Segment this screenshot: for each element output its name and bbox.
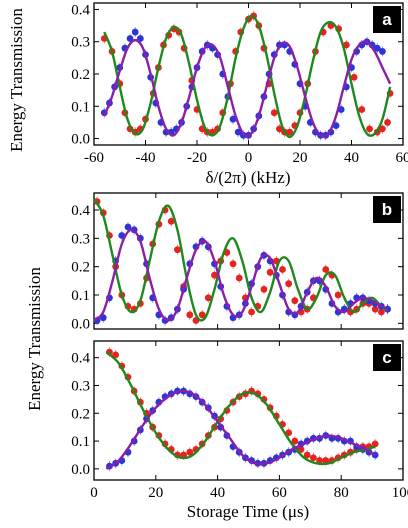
data-point [303,451,311,459]
fit-curve [105,389,376,470]
data-point [270,109,278,117]
data-point [248,308,255,316]
y-tick-label: 0.1 [71,434,90,450]
y-tick-label: 0.4 [71,2,90,18]
y-tick-label: 0.3 [71,231,90,247]
data-point [377,308,385,316]
data-point [186,311,194,319]
x-tick-label: 60 [272,485,287,501]
data-point [334,291,342,299]
x-axis-label-a: δ/(2π) (kHz) [205,168,290,187]
x-axis-label-c: Storage Time (μs) [187,502,309,521]
data-point [316,457,323,464]
x-tick-label: 0 [90,485,98,501]
data-point [198,311,206,319]
data-point [126,35,134,42]
data-point [350,73,358,81]
y-tick-label: 0.0 [71,132,90,148]
x-tick-label: 20 [293,150,308,166]
y-tick-label: 0.1 [71,288,90,304]
data-point [291,437,299,445]
plot-frame [93,2,404,146]
y-tick-label: 0.3 [71,378,90,394]
data-point [266,268,274,276]
x-tick-label: 40 [210,485,225,501]
data-point [309,454,317,462]
data-point [204,294,212,302]
x-tick-label: 0 [245,150,253,166]
data-point [229,260,237,268]
data-point [322,457,330,464]
data-point [379,48,386,55]
panel-label: a [382,10,392,29]
data-point [322,266,330,273]
data-point [379,125,386,133]
x-tick-label: 20 [148,485,163,501]
data-point [285,280,293,288]
plot-frame [93,192,404,330]
data-point [124,223,132,231]
data-point [342,41,350,49]
y-axis-label-a: Energy Transmission [7,8,26,152]
y-tick-label: 0.2 [71,406,90,422]
data-point [384,119,391,126]
fit-curve [105,351,376,466]
y-axis-label-bc: Energy Transmission [25,267,44,411]
y-tick-label: 0.0 [71,462,90,478]
data-point [186,448,194,456]
y-tick-label: 0.2 [71,260,90,276]
y-tick-label: 0.1 [71,99,90,115]
x-tick-label: 60 [396,150,408,166]
data-point [131,28,139,36]
data-point [260,285,268,293]
data-point [276,125,283,133]
panel-label: c [382,348,391,367]
x-tick-label: 40 [344,150,359,166]
x-tick-label: -40 [136,150,156,166]
panel-a: -60 -40 -20 0 20 40 60 0.0 0.1 0.2 0.3 0.4 a [71,2,408,166]
data-point [174,246,181,254]
y-tick-label: 0.2 [71,67,90,83]
data-point [211,271,218,279]
panel-label: b [382,200,392,219]
data-point [291,297,299,305]
data-point [234,128,242,136]
panel-label-box [373,6,401,33]
data-point [279,266,286,273]
data-point [358,106,366,113]
x-tick-label: -60 [84,150,104,166]
panel-b: 0.0 0.1 0.2 0.3 0.4 b [71,192,404,332]
data-point [235,274,243,282]
data-point [371,440,379,448]
data-point [229,115,237,123]
x-tick-label: -20 [187,150,207,166]
data-point [180,451,188,459]
data-point [373,44,381,52]
x-tick-label: 80 [334,485,349,501]
fit-curve [93,228,389,322]
fit-curve [92,198,389,322]
y-tick-label: 0.4 [71,203,90,219]
fit-curve [103,38,392,138]
y-tick-label: 0.4 [71,351,90,367]
data-point [167,217,175,225]
data-point [286,128,294,136]
panel-c: 0 20 40 60 80 100 0.0 0.1 0.2 0.3 0.4 c [71,340,408,501]
data-point [371,305,379,313]
plot-frame [93,340,404,481]
x-tick-label: 100 [392,485,408,501]
data-point [366,125,373,133]
fit-curve [103,14,392,139]
y-tick-label: 0.3 [71,35,90,51]
panel-label-box [373,196,401,223]
data-point [297,446,305,453]
panel-label-box [373,344,401,371]
y-tick-label: 0.0 [71,316,90,332]
